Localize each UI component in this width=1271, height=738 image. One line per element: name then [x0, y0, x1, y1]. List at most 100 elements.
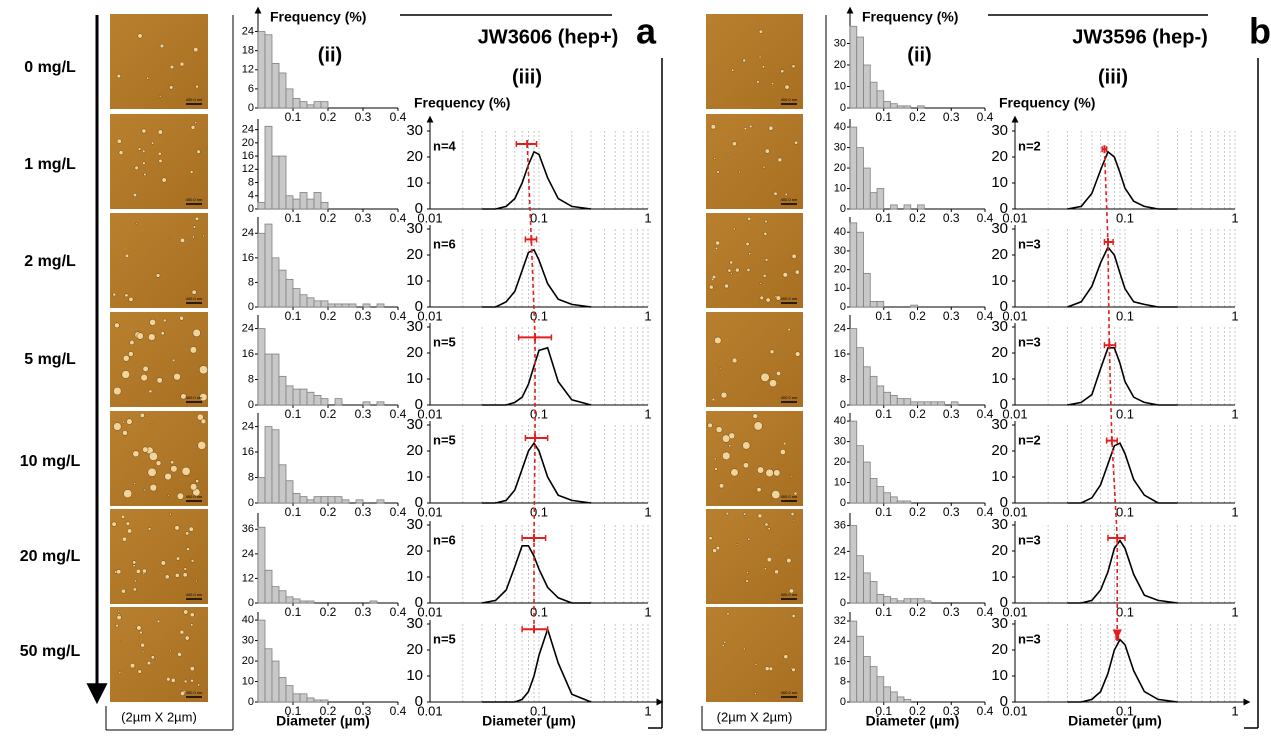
x-tick-label: 0.1	[875, 211, 892, 225]
afm-particle	[141, 650, 145, 654]
x-tick-label: 0.4	[977, 407, 994, 421]
panel-letter: a	[636, 11, 657, 52]
afm-particle	[160, 331, 165, 336]
afm-particle	[707, 422, 713, 429]
afm-particle	[192, 225, 197, 229]
afm-particle	[172, 358, 176, 362]
afm-particle	[112, 292, 117, 297]
afm-particle	[116, 138, 122, 144]
x-tick-label: 0.2	[909, 211, 926, 225]
afm-particle	[142, 161, 146, 165]
x-tick-label: 0.1	[1116, 703, 1134, 718]
histogram-bar	[903, 699, 912, 703]
afm-particle	[139, 630, 143, 635]
y-tick-label: 36	[242, 523, 254, 535]
x-tick-label: 0.3	[355, 505, 372, 519]
afm-particle	[122, 430, 128, 436]
afm-particle	[791, 253, 797, 259]
histogram-bar	[313, 101, 322, 109]
scale-bar-label: 400.0 nm	[781, 494, 798, 499]
afm-particle	[752, 413, 758, 419]
histogram-bar	[856, 445, 864, 504]
afm-particle	[731, 68, 735, 72]
x-tick-label: 0.4	[977, 605, 994, 619]
y-tick-label: 0	[1000, 200, 1008, 217]
afm-particle	[128, 296, 134, 302]
scale-bar-label: 400.0 nm	[781, 296, 798, 301]
x-tick-label: 0.3	[355, 110, 372, 124]
y-tick-label: 0	[415, 494, 423, 511]
histogram-bar	[869, 300, 878, 308]
afm-particle	[197, 683, 201, 687]
histogram-bar	[869, 581, 878, 604]
scale-bar-label: 400.0 nm	[781, 197, 798, 202]
afm-particle	[720, 391, 728, 399]
afm-particle	[793, 491, 798, 496]
x-tick-label: 0.1	[1116, 308, 1134, 323]
histogram-bar	[292, 388, 301, 406]
y-tick-label: 24	[242, 548, 254, 560]
afm-particle	[760, 372, 770, 382]
x-tick-label: 0.2	[909, 110, 926, 124]
histogram-bar	[299, 496, 308, 504]
y-tick-label: 20	[834, 456, 846, 468]
y-tick-label: 0	[840, 203, 846, 215]
x-tick-label: 0.1	[285, 110, 302, 124]
afm-particle	[122, 420, 126, 424]
x-tick-label: 0.1	[530, 210, 548, 225]
x-tick-label: 0.01	[417, 703, 442, 718]
afm-particle	[158, 95, 162, 98]
afm-particle	[116, 569, 122, 575]
afm-particle	[179, 61, 185, 67]
afm-particle	[115, 623, 119, 628]
y-tick-label: 12	[834, 571, 846, 583]
histogram-bar	[856, 231, 864, 308]
y-tick-label: 0	[248, 102, 254, 114]
afm-particle	[764, 522, 769, 527]
histogram-bar	[883, 492, 891, 504]
y-tick-label: 0	[248, 497, 254, 509]
histogram-bar	[849, 620, 858, 703]
y-tick-label: 20	[991, 442, 1008, 459]
y-tick-label: 12	[242, 163, 254, 175]
sample-count: n=3	[1018, 532, 1041, 547]
histogram-bar	[306, 600, 315, 604]
scale-bar-label: 400.0 nm	[186, 296, 203, 301]
afm-particle	[719, 367, 722, 370]
histogram-bar	[320, 300, 329, 308]
histogram-bar	[292, 98, 301, 109]
x-tick-label: 0.1	[1116, 406, 1134, 421]
y-tick-label: 20	[406, 442, 423, 459]
afm-particle	[730, 468, 739, 477]
afm-particle	[735, 267, 740, 273]
afm-particle	[194, 216, 200, 221]
scale-bar-label: 400.0 nm	[186, 592, 203, 597]
histogram-bar	[271, 660, 280, 703]
y-tick-label: 30	[242, 634, 254, 646]
histogram-bar	[292, 693, 301, 703]
afm-particle	[742, 58, 747, 63]
histogram-bar	[917, 598, 925, 604]
histogram-bar	[313, 192, 322, 210]
x-tick-label: 1	[644, 703, 651, 718]
distribution-curve	[481, 545, 592, 604]
y-tick-label: 0	[415, 298, 423, 315]
afm-particle	[190, 559, 195, 563]
afm-particle	[743, 512, 747, 516]
y-tick-label: 40	[242, 614, 254, 626]
histogram-bar	[285, 685, 294, 703]
y-tick-label: 20	[991, 344, 1008, 361]
afm-particle	[146, 660, 152, 666]
y-tick-label: 10	[834, 282, 846, 294]
y-tick-label: 0	[840, 399, 846, 411]
histogram-bar	[890, 598, 898, 604]
distribution-curve	[482, 248, 592, 308]
scan-size: (2µm X 2µm)	[121, 709, 197, 724]
y-tick-label: 32	[834, 615, 846, 627]
histogram-bar	[896, 398, 905, 406]
y-tick-label: 0	[1000, 594, 1008, 611]
axis-title: Diameter (µm)	[276, 713, 370, 729]
afm-particle	[726, 612, 730, 616]
histogram-bar	[883, 686, 891, 703]
afm-particle	[182, 572, 188, 578]
